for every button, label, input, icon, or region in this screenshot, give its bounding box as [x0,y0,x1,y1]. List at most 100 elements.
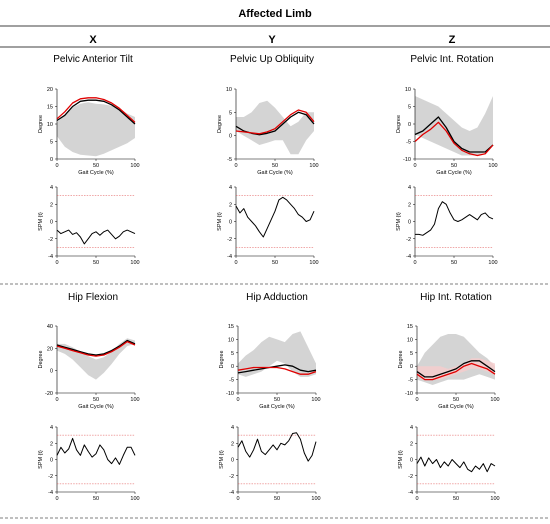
title-hip-int-rotation: Hip Int. Rotation [420,292,492,303]
column-header-y: Y [268,34,276,46]
normative-band [57,102,135,157]
plot-8: -10 -5 0 5 10 15 0 50 100 Gait Cycle (%) Degree [398,324,500,410]
y-axis-label: SPM {t} [38,450,44,469]
y-tick-label: 10 [405,87,411,93]
y-tick-label: 0 [408,220,411,226]
title-hip-flexion: Hip Flexion [67,292,119,303]
y-tick-label: 0 [50,157,53,163]
x-tick-label: 100 [130,496,139,502]
y-tick-label: 10 [226,87,232,93]
y-axis-label: SPM {t} [396,212,402,231]
y-tick-label: -4 [229,490,234,496]
y-tick-label: -5 [227,157,232,163]
x-tick-label: 100 [490,397,499,403]
x-tick-label: 50 [451,260,457,266]
x-tick-label: 0 [413,260,416,266]
y-tick-label: -2 [229,474,234,480]
x-axis-label: Gait Cycle (%) [436,170,472,176]
y-tick-label: 10 [228,337,234,343]
x-tick-label: 100 [130,260,139,266]
x-tick-label: 100 [311,397,320,403]
y-axis-label: Degree [38,115,44,133]
normative-band [415,96,493,156]
figure-header: Affected Limb [238,8,312,20]
y-tick-label: 4 [50,425,53,431]
x-tick-label: 0 [234,260,237,266]
spm-curve [235,196,315,238]
y-tick-label: 0 [231,364,234,370]
x-tick-label: 50 [272,163,278,169]
subject-curve-black [56,99,136,125]
y-tick-label: -10 [403,157,411,163]
x-axis-label: Gait Cycle (%) [438,404,474,410]
y-tick-label: -10 [226,391,234,397]
y-tick-label: -2 [48,237,53,243]
x-tick-label: 0 [415,496,418,502]
normative-band [236,100,314,155]
y-tick-label: 0 [410,364,413,370]
y-tick-label: -4 [408,490,413,496]
y-tick-label: -5 [408,378,413,384]
y-tick-label: -2 [408,474,413,480]
x-tick-label: 0 [413,163,416,169]
spm-curve [416,456,496,473]
subject-curve-black [416,360,496,378]
y-tick-label: -4 [48,490,53,496]
y-axis-label: SPM {t} [38,212,44,231]
y-tick-label: 0 [229,134,232,140]
subject-curve-black [414,116,494,153]
y-tick-label: 5 [229,110,232,116]
x-tick-label: 0 [234,163,237,169]
y-tick-label: 10 [47,122,53,128]
y-tick-label: -4 [227,254,232,260]
subject-curve-black [237,364,317,374]
y-tick-label: 10 [407,337,413,343]
x-tick-label: 0 [55,163,58,169]
x-axis-label: Gait Cycle (%) [78,404,114,410]
x-tick-label: 50 [93,496,99,502]
x-tick-label: 100 [311,496,320,502]
x-tick-label: 100 [490,496,499,502]
y-tick-label: 40 [47,324,53,330]
y-tick-label: 2 [229,202,232,208]
x-tick-label: 0 [55,397,58,403]
y-tick-label: 4 [229,185,232,191]
y-tick-label: 15 [47,105,53,111]
plot-5: -4 -2 0 2 4 0 50 100 SPM {t} [396,185,498,266]
y-tick-label: 0 [231,458,234,464]
y-tick-label: -4 [48,254,53,260]
x-axis-label: Gait Cycle (%) [257,170,293,176]
y-tick-label: 15 [228,324,234,330]
y-tick-label: 0 [50,369,53,375]
x-tick-label: 50 [93,260,99,266]
y-tick-label: -10 [405,391,413,397]
y-tick-label: 2 [231,441,234,447]
y-tick-label: 0 [50,220,53,226]
x-tick-label: 0 [415,397,418,403]
y-axis-label: Degree [396,115,402,133]
x-tick-label: 50 [453,496,459,502]
title-pelvic-anterior-tilt: Pelvic Anterior Tilt [53,54,133,65]
plot-7: -10 -5 0 5 10 15 0 50 100 Gait Cycle (%) Degree [219,324,321,410]
y-tick-label: -2 [227,237,232,243]
y-tick-label: -2 [406,237,411,243]
spm-curve [237,432,317,462]
x-tick-label: 100 [309,260,318,266]
x-tick-label: 50 [451,163,457,169]
x-tick-label: 100 [130,397,139,403]
spm-curve [56,437,136,465]
x-tick-label: 100 [488,260,497,266]
y-tick-label: 4 [408,185,411,191]
y-axis-label: SPM {t} [219,450,225,469]
plot-11: -4 -2 0 2 4 0 50 100 SPM {t} [398,425,500,502]
x-tick-label: 100 [309,163,318,169]
y-tick-label: 5 [231,351,234,357]
x-tick-label: 50 [272,260,278,266]
y-tick-label: 4 [410,425,413,431]
plot-9: -4 -2 0 2 4 0 50 100 SPM {t} [38,425,140,502]
y-tick-label: 5 [410,351,413,357]
y-tick-label: 2 [408,202,411,208]
x-tick-label: 0 [236,397,239,403]
